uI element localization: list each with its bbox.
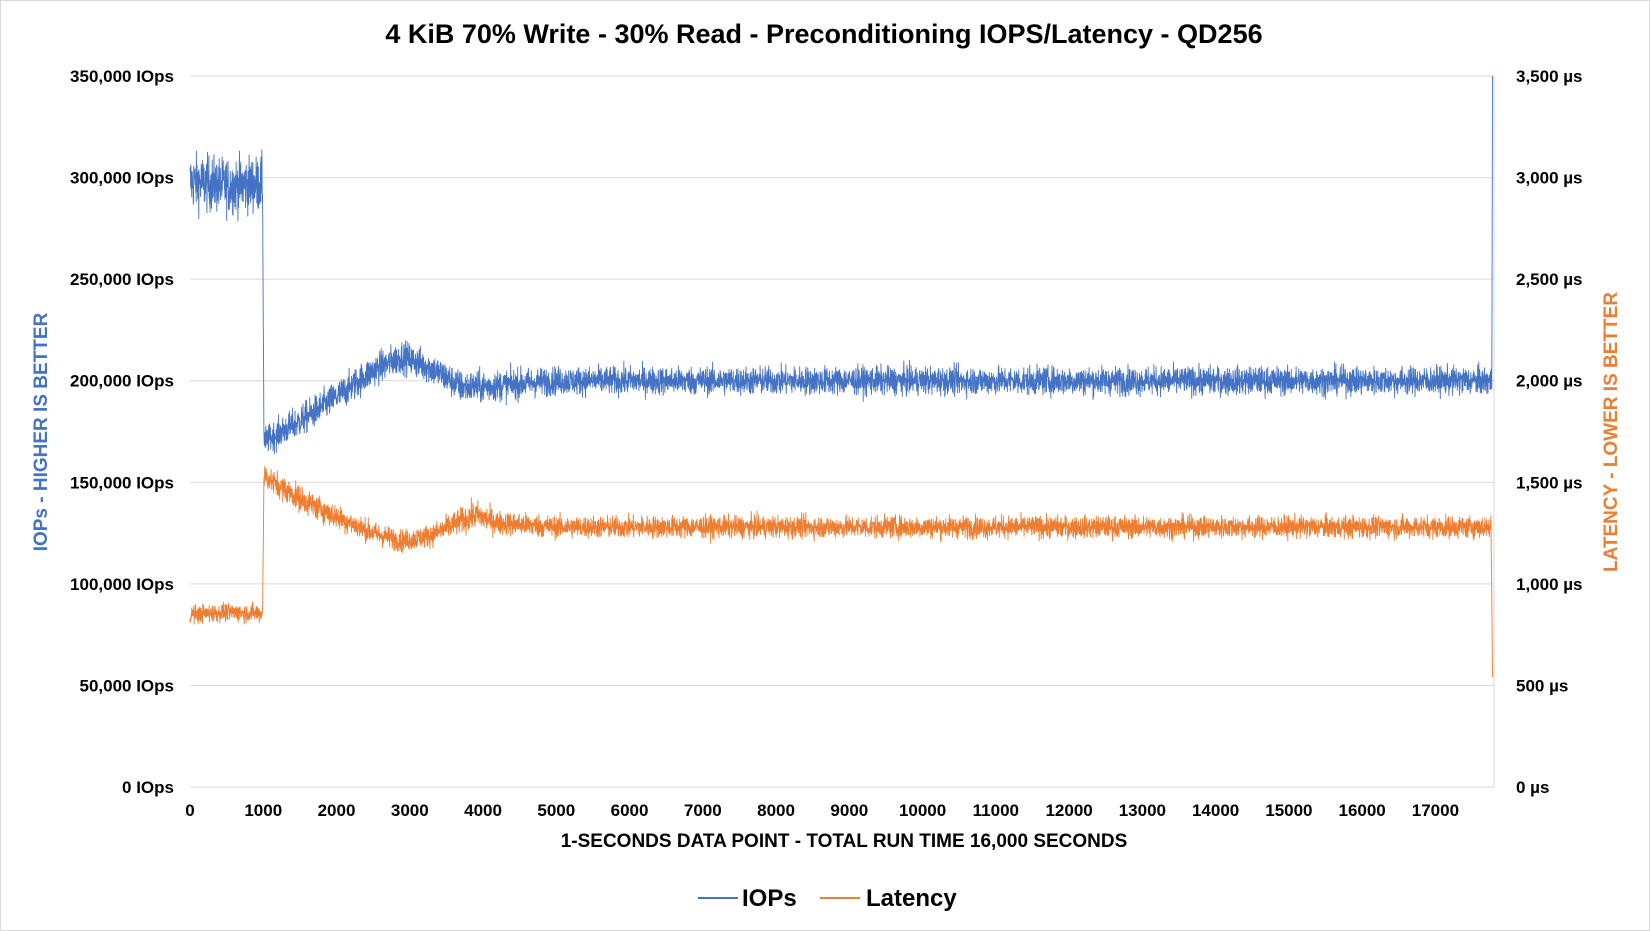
x-tick-label: 14000: [1192, 801, 1239, 820]
y-left-tick-label: 300,000 IOps: [70, 169, 174, 188]
x-tick-label: 2000: [318, 801, 356, 820]
x-tick-label: 1000: [244, 801, 282, 820]
x-tick-label: 8000: [757, 801, 795, 820]
gridlines: [190, 75, 1495, 788]
y-left-tick-label: 150,000 IOps: [70, 473, 174, 492]
x-tick-label: 9000: [830, 801, 868, 820]
y-left-axis-ticks: 0 IOps 50,000 IOps 100,000 IOps 150,000 IOp…: [70, 67, 174, 797]
y-left-tick-label: 0 IOps: [122, 778, 174, 797]
x-axis-title: 1-SECONDS DATA POINT - TOTAL RUN TIME 16…: [561, 831, 1128, 852]
y-right-tick-label: 500 µs: [1516, 676, 1568, 695]
x-tick-label: 5000: [537, 801, 575, 820]
y-right-axis-ticks: 0 µs 500 µs 1,000 µs 1,500 µs 2,000 µs 2,500 …: [1516, 67, 1583, 797]
legend-label-iops: IOPs: [742, 885, 797, 912]
x-tick-label: 15000: [1265, 801, 1312, 820]
y-left-tick-label: 100,000 IOps: [70, 575, 174, 594]
x-tick-label: 0: [185, 801, 194, 820]
y-left-axis-title: IOPs - HIGHER IS BETTER: [31, 312, 52, 551]
x-tick-label: 17000: [1412, 801, 1459, 820]
y-right-tick-label: 1,000 µs: [1516, 575, 1583, 594]
y-right-tick-label: 0 µs: [1516, 778, 1549, 797]
series-line-iops: [189, 75, 1493, 455]
x-tick-label: 4000: [464, 801, 502, 820]
x-tick-label: 6000: [611, 801, 649, 820]
x-tick-label: 7000: [684, 801, 722, 820]
y-right-tick-label: 3,000 µs: [1516, 169, 1583, 188]
series-lines: [189, 75, 1493, 678]
y-right-axis-title: LATENCY - LOWER IS BETTER: [1601, 292, 1622, 572]
x-tick-label: 11000: [973, 801, 1019, 820]
x-tick-label: 13000: [1119, 801, 1166, 820]
legend-label-latency: Latency: [866, 885, 957, 912]
legend: IOPs Latency: [698, 885, 957, 912]
chart-title: 4 KiB 70% Write - 30% Read - Preconditio…: [385, 19, 1262, 49]
y-left-tick-label: 50,000 IOps: [79, 676, 174, 695]
x-tick-label: 10000: [899, 801, 946, 820]
y-left-tick-label: 250,000 IOps: [70, 270, 174, 289]
x-axis-ticks: 0 1000 2000 3000 4000 5000 6000 7000 8000 9000 100…: [185, 801, 1459, 820]
series-line-latency: [189, 466, 1493, 678]
y-right-tick-label: 3,500 µs: [1516, 67, 1583, 86]
y-left-tick-label: 350,000 IOps: [70, 67, 174, 86]
x-tick-label: 3000: [391, 801, 429, 820]
x-tick-label: 16000: [1338, 801, 1385, 820]
y-right-tick-label: 2,000 µs: [1516, 372, 1583, 391]
y-right-tick-label: 1,500 µs: [1516, 473, 1583, 492]
x-tick-label: 12000: [1045, 801, 1092, 820]
y-right-tick-label: 2,500 µs: [1516, 270, 1583, 289]
y-left-tick-label: 200,000 IOps: [70, 372, 174, 391]
